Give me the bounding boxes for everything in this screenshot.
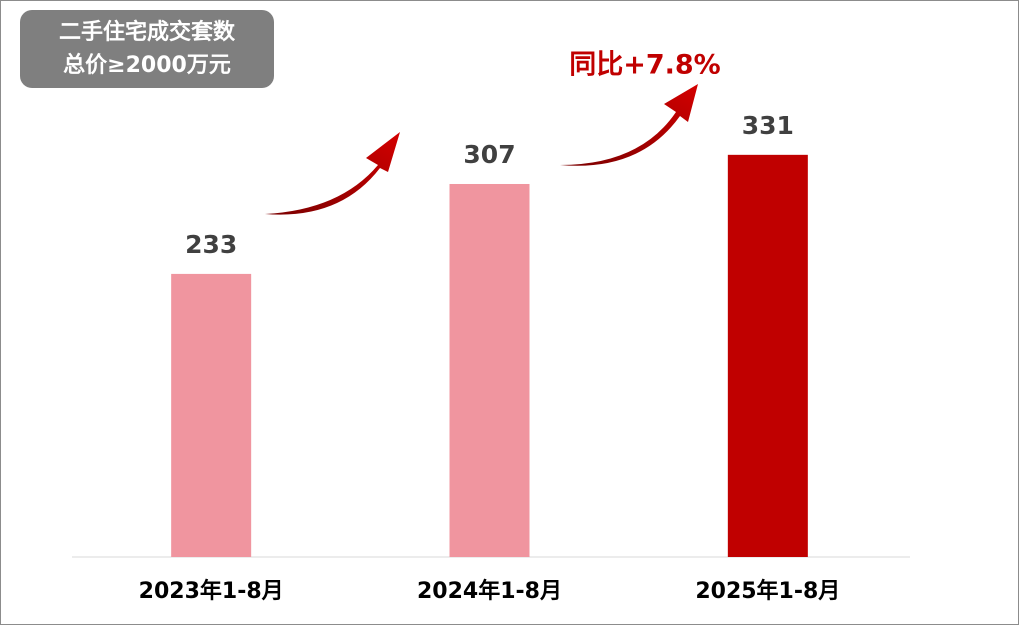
bar <box>449 183 530 557</box>
annotation: 同比+7.8% <box>569 50 721 81</box>
chart-subtitle: 总价≥2000万元 <box>63 52 231 78</box>
title-box <box>20 10 274 88</box>
arrow <box>265 132 400 215</box>
x-tick-label: 2023年1-8月 <box>139 578 284 604</box>
x-tick-label: 2025年1-8月 <box>695 578 840 604</box>
data-label: 331 <box>742 111 794 140</box>
data-label: 307 <box>463 140 515 169</box>
bar <box>727 154 808 557</box>
bar <box>171 273 252 557</box>
chart-title: 二手住宅成交套数 <box>59 19 236 45</box>
data-label: 233 <box>185 230 237 259</box>
arrow <box>560 84 698 166</box>
x-tick-label: 2024年1-8月 <box>417 578 562 604</box>
